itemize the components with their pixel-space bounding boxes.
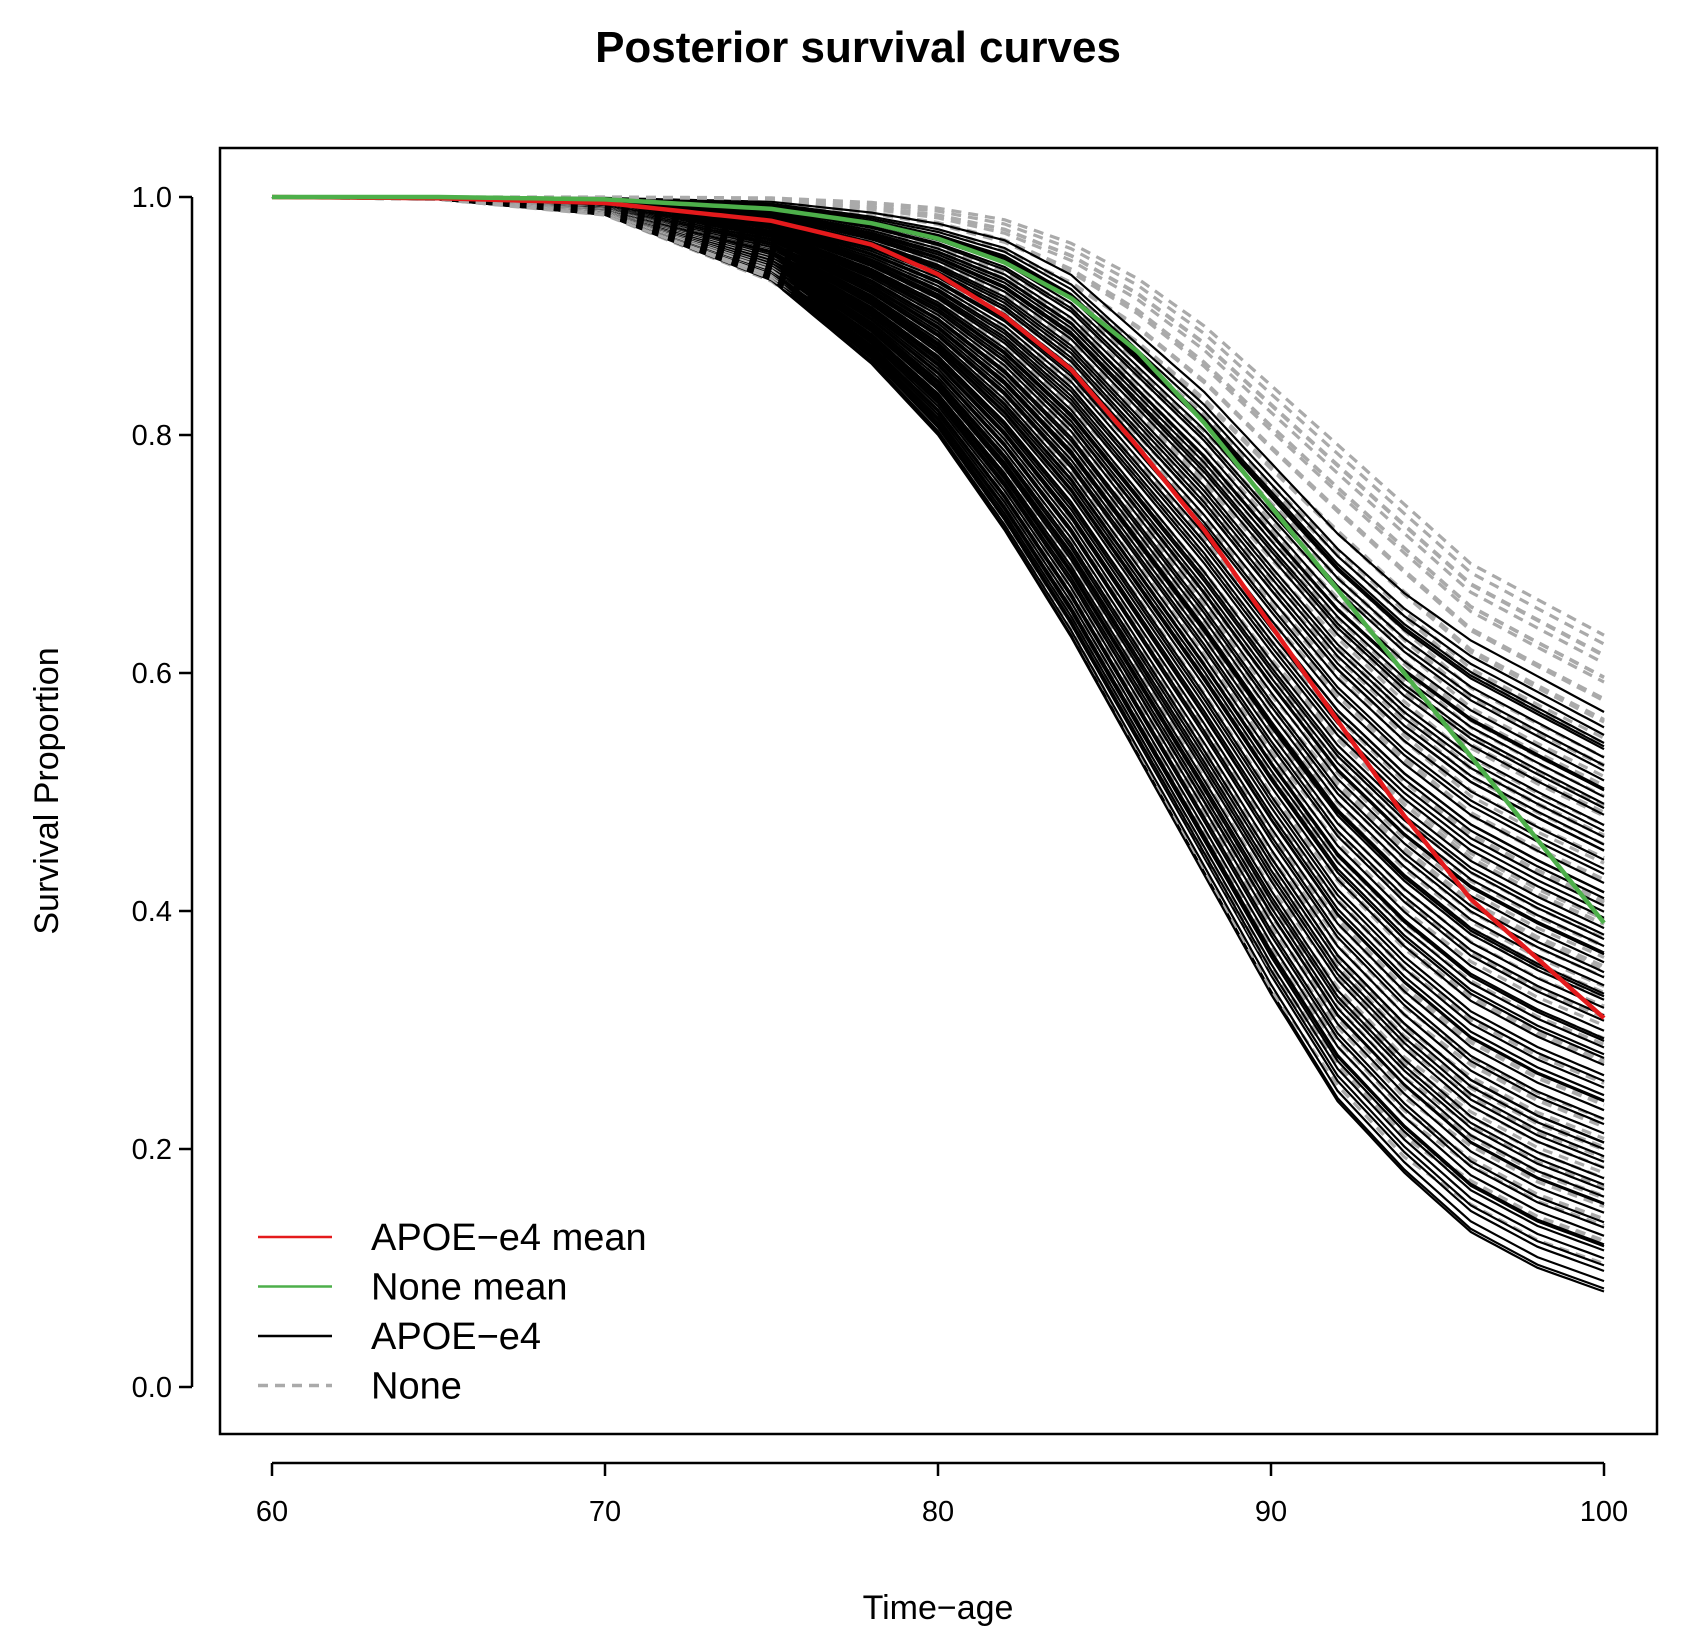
none-mean-curve [272, 194, 1606, 925]
legend-label-apoe-e4-mean: APOE−e4 mean [371, 1217, 647, 1259]
x-axis: 60 70 80 90 100 [256, 1461, 1628, 1528]
y-tick-label: 1.0 [132, 182, 172, 214]
x-tick-label: 60 [256, 1496, 288, 1528]
y-tick-label: 0.8 [132, 420, 172, 452]
x-tick-label: 90 [1255, 1496, 1287, 1528]
y-tick-label: 0.4 [132, 896, 172, 928]
apoe-e4-posterior-curve [272, 195, 1605, 782]
legend-label-none: None [371, 1366, 462, 1408]
x-axis-label: Time−age [863, 1589, 1014, 1627]
legend-label-none-mean: None mean [371, 1267, 567, 1309]
chart-title: Posterior survival curves [595, 23, 1121, 72]
plot-curves [271, 194, 1606, 1293]
x-tick-label: 80 [922, 1496, 954, 1528]
x-tick-label: 70 [589, 1496, 621, 1528]
apoe-e4-posterior-curve [272, 195, 1605, 954]
none-posterior-curve [271, 195, 1605, 1140]
y-axis: 0.0 0.2 0.4 0.6 0.8 1.0 [132, 182, 194, 1404]
legend-label-apoe-e4: APOE−e4 [371, 1316, 541, 1358]
y-tick-label: 0.2 [132, 1134, 172, 1166]
y-tick-label: 0.6 [132, 658, 172, 690]
legend: APOE−e4 mean None mean APOE−e4 None [258, 1217, 647, 1408]
x-tick-label: 100 [1580, 1496, 1628, 1528]
y-tick-label: 0.0 [132, 1372, 172, 1404]
plot-frame [218, 146, 1659, 1436]
y-axis-label: Survival Proportion [28, 647, 66, 934]
